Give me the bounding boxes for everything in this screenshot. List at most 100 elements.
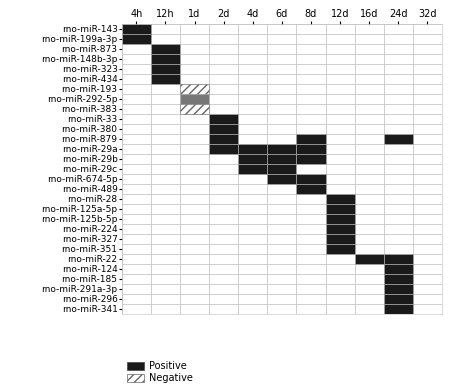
Bar: [209, 54, 238, 64]
Bar: [209, 283, 238, 294]
Bar: [326, 44, 354, 54]
Bar: [151, 54, 180, 64]
Bar: [296, 214, 326, 223]
Bar: [151, 134, 180, 143]
Bar: [209, 94, 238, 103]
Bar: [180, 103, 209, 114]
Bar: [354, 54, 384, 64]
Bar: [267, 154, 296, 163]
Bar: [151, 44, 180, 54]
Bar: [122, 283, 151, 294]
Bar: [296, 263, 326, 274]
Bar: [296, 94, 326, 103]
Bar: [238, 254, 267, 263]
Bar: [413, 194, 442, 203]
Bar: [209, 203, 238, 214]
Bar: [326, 203, 354, 214]
Bar: [384, 64, 413, 74]
Bar: [180, 123, 209, 134]
Bar: [296, 103, 326, 114]
Bar: [384, 54, 413, 64]
Bar: [122, 34, 151, 44]
Bar: [326, 234, 354, 243]
Bar: [354, 283, 384, 294]
Bar: [180, 64, 209, 74]
Bar: [354, 254, 384, 263]
Bar: [384, 214, 413, 223]
Bar: [180, 194, 209, 203]
Bar: [296, 294, 326, 303]
Bar: [384, 263, 413, 274]
Bar: [238, 64, 267, 74]
Bar: [209, 303, 238, 314]
Bar: [326, 274, 354, 283]
Bar: [326, 174, 354, 183]
Bar: [180, 34, 209, 44]
Bar: [238, 283, 267, 294]
Bar: [384, 143, 413, 154]
Bar: [267, 143, 296, 154]
Bar: [354, 44, 384, 54]
Bar: [238, 34, 267, 44]
Bar: [151, 283, 180, 294]
Bar: [267, 294, 296, 303]
Bar: [267, 74, 296, 83]
Bar: [209, 234, 238, 243]
Bar: [326, 24, 354, 34]
Bar: [384, 94, 413, 103]
Bar: [413, 134, 442, 143]
Bar: [267, 83, 296, 94]
Bar: [122, 263, 151, 274]
Bar: [151, 64, 180, 74]
Bar: [384, 154, 413, 163]
Bar: [238, 214, 267, 223]
Bar: [151, 123, 180, 134]
Bar: [151, 143, 180, 154]
Bar: [209, 114, 238, 123]
Bar: [413, 303, 442, 314]
Bar: [122, 254, 151, 263]
Bar: [180, 163, 209, 174]
Bar: [151, 94, 180, 103]
Bar: [209, 34, 238, 44]
Bar: [384, 283, 413, 294]
Bar: [122, 134, 151, 143]
Bar: [180, 303, 209, 314]
Bar: [151, 174, 180, 183]
Bar: [180, 103, 209, 114]
Bar: [122, 303, 151, 314]
Bar: [209, 163, 238, 174]
Bar: [151, 154, 180, 163]
Bar: [384, 34, 413, 44]
Bar: [238, 103, 267, 114]
Bar: [238, 44, 267, 54]
Bar: [384, 303, 413, 314]
Bar: [296, 123, 326, 134]
Bar: [326, 103, 354, 114]
Bar: [209, 83, 238, 94]
Bar: [384, 24, 413, 34]
Bar: [326, 214, 354, 223]
Bar: [209, 64, 238, 74]
Bar: [326, 283, 354, 294]
Bar: [267, 103, 296, 114]
Bar: [384, 274, 413, 283]
Bar: [238, 134, 267, 143]
Bar: [267, 94, 296, 103]
Bar: [326, 163, 354, 174]
Bar: [296, 64, 326, 74]
Bar: [267, 243, 296, 254]
Bar: [151, 263, 180, 274]
Bar: [296, 234, 326, 243]
Bar: [384, 163, 413, 174]
Bar: [413, 44, 442, 54]
Bar: [122, 154, 151, 163]
Bar: [354, 74, 384, 83]
Bar: [238, 54, 267, 64]
Bar: [413, 223, 442, 234]
Bar: [238, 234, 267, 243]
Bar: [326, 243, 354, 254]
Bar: [384, 283, 413, 294]
Bar: [354, 194, 384, 203]
Bar: [413, 163, 442, 174]
